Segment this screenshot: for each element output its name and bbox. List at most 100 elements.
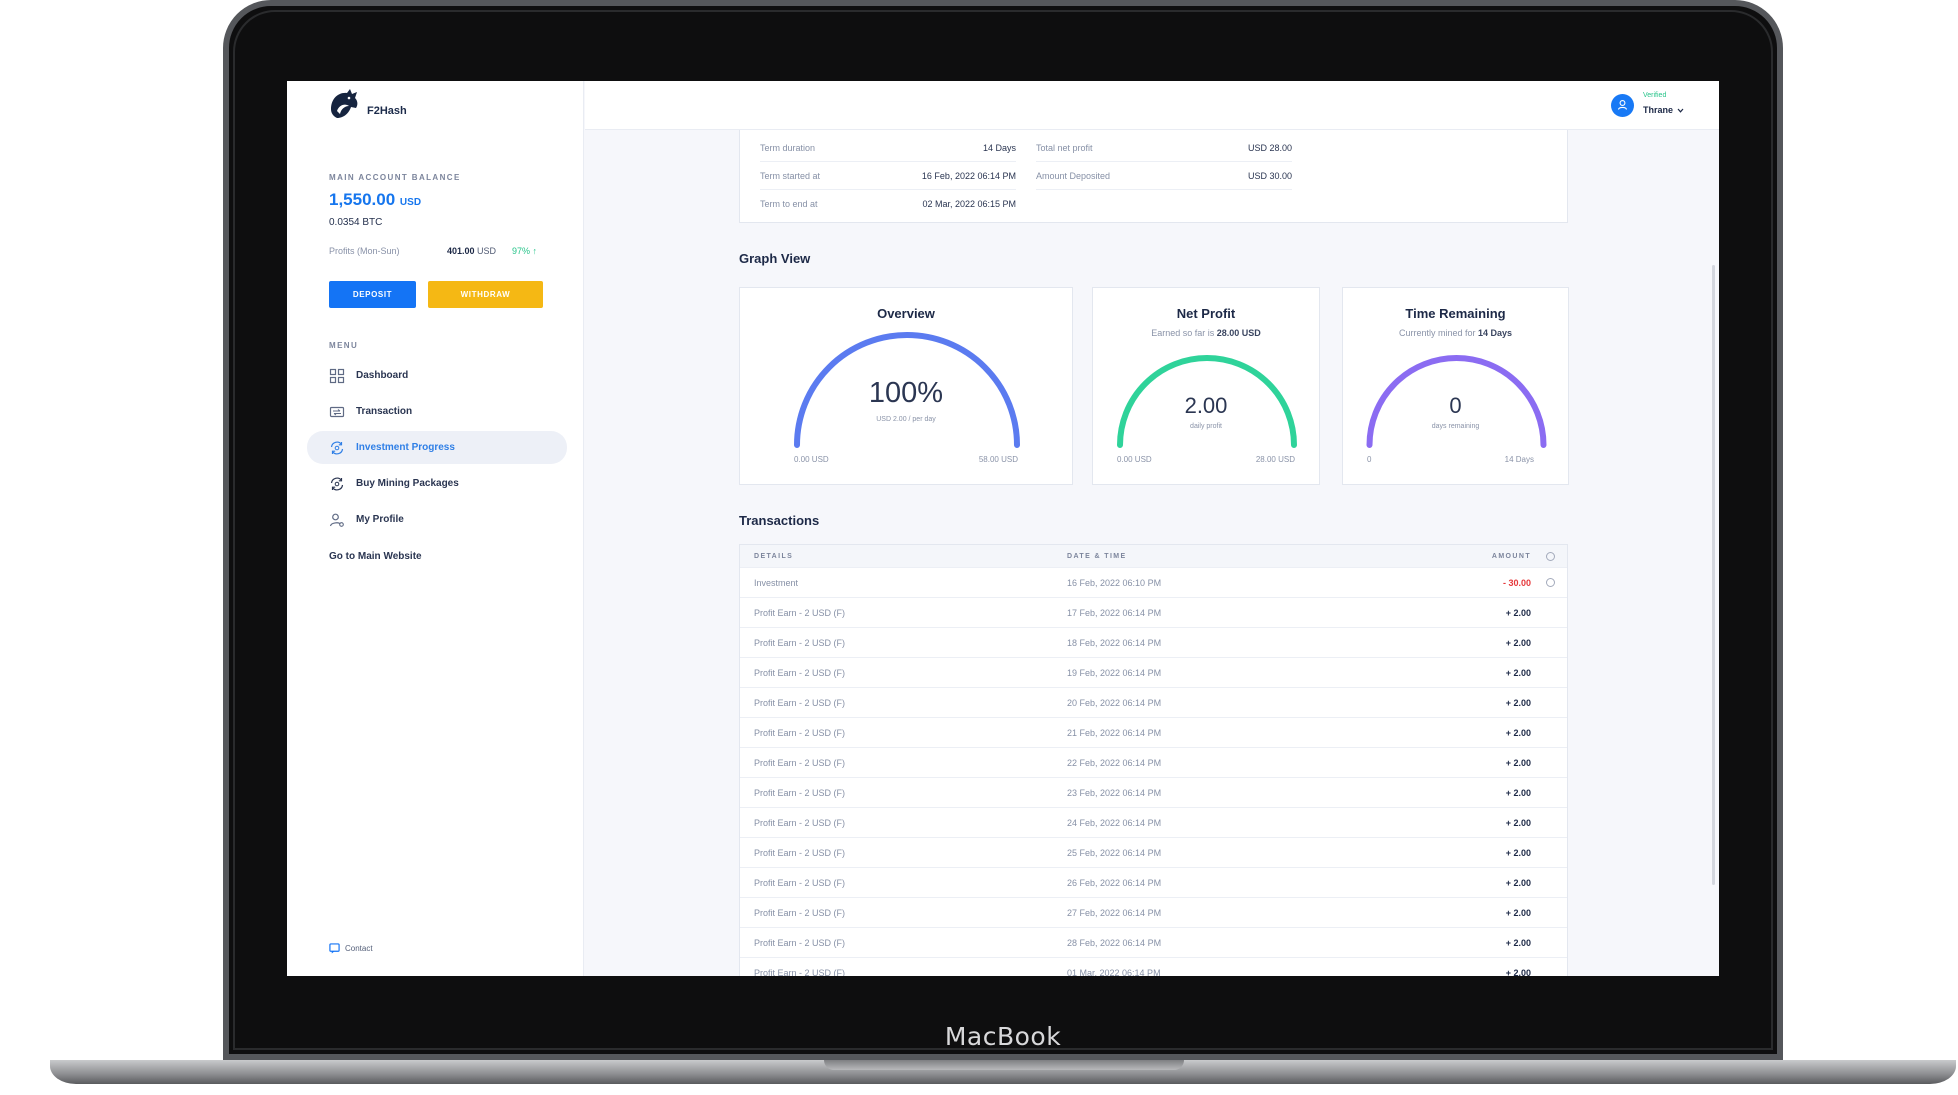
transaction-amount: + 2.00 [1505,607,1531,618]
overview-title: Overview [877,306,935,321]
amount-deposited-value: USD 30.00 [1247,170,1292,181]
graph-view-title: Graph View [739,251,811,266]
brand[interactable]: F2Hash [327,87,407,123]
profit-row: Profits (Mon-Sun) 401.00 USD 97% ↑ [329,246,541,256]
refresh-money-icon [330,441,344,454]
sidebar-item-investment-progress[interactable]: Investment Progress [307,431,567,464]
details-header: DETAILS [754,552,794,560]
sidebar-item-transaction[interactable]: Transaction [307,395,567,428]
amount-deposited-label: Amount Deposited [1036,170,1111,181]
laptop-notch [824,1060,1184,1070]
transaction-amount: + 2.00 [1505,907,1531,918]
wolf-logo-icon [331,89,358,118]
deposit-button[interactable]: DEPOSIT [329,281,416,308]
sidebar-item-label: Investment Progress [356,442,455,453]
term-end-row: Term to end at 02 Mar, 2022 06:15 PM [760,190,1016,218]
sidebar-item-label: Transaction [356,406,413,417]
transaction-amount: - 30.00 [1502,577,1531,588]
net-profit-subtitle: Earned so far is 28.00 USD [1093,328,1319,338]
term-duration-row: Term duration 14 Days [760,134,1016,162]
table-row[interactable]: Profit Earn - 2 USD (F) 23 Feb, 2022 06:1… [740,777,1567,807]
time-remaining-sub-prefix: Currently mined for [1398,328,1476,338]
transaction-amount: + 2.00 [1505,817,1531,828]
profit-label: Profits (Mon-Sun) [329,246,400,256]
time-remaining-title: Time Remaining [1405,306,1506,321]
refresh-money-icon [330,477,344,490]
term-duration-value: 14 Days [982,142,1016,153]
transaction-date: 19 Feb, 2022 06:14 PM [1067,667,1162,678]
net-profit-caption: daily profit [1190,423,1222,430]
scrollbar[interactable] [1712,265,1715,885]
table-row[interactable]: Profit Earn - 2 USD (F) 28 Feb, 2022 06:1… [740,927,1567,957]
balance-btc: 0.0354 BTC [329,217,383,228]
transaction-date: 25 Feb, 2022 06:14 PM [1067,847,1162,858]
transaction-date: 24 Feb, 2022 06:14 PM [1067,817,1162,828]
time-remaining-caption: days remaining [1431,423,1480,430]
time-remaining-value: 0 [1449,393,1462,418]
chat-icon [329,943,340,954]
avatar[interactable] [1611,94,1634,117]
contact-link[interactable]: Contact [329,943,373,954]
transaction-amount: + 2.00 [1505,967,1531,977]
verified-status: Verified [1643,92,1667,99]
balance-currency: USD [399,197,422,208]
balance-label: MAIN ACCOUNT BALANCE [329,173,461,182]
profit-value: 401.00 USD [447,246,496,256]
net-profit-sub-prefix: Earned so far is [1151,328,1215,338]
transaction-details: Profit Earn - 2 USD (F) [754,667,846,678]
table-row[interactable]: Profit Earn - 2 USD (F) 19 Feb, 2022 06:1… [740,657,1567,687]
info-icon[interactable] [1546,551,1555,561]
net-profit-min: 0.00 USD [1117,455,1152,464]
table-row[interactable]: Profit Earn - 2 USD (F) 17 Feb, 2022 06:1… [740,597,1567,627]
sidebar-item-buy-mining-packages[interactable]: Buy Mining Packages [307,467,567,500]
table-row[interactable]: Profit Earn - 2 USD (F) 24 Feb, 2022 06:1… [740,807,1567,837]
transaction-details: Profit Earn - 2 USD (F) [754,967,846,977]
transaction-details: Profit Earn - 2 USD (F) [754,757,846,768]
balance-amount: 1,550.00 USD [329,190,421,210]
transaction-date: 27 Feb, 2022 06:14 PM [1067,907,1162,918]
transaction-details: Profit Earn - 2 USD (F) [754,637,846,648]
transaction-details: Profit Earn - 2 USD (F) [754,817,846,828]
transaction-date: 18 Feb, 2022 06:14 PM [1067,637,1162,648]
contact-label: Contact [345,944,373,953]
table-row[interactable]: Profit Earn - 2 USD (F) 27 Feb, 2022 06:1… [740,897,1567,927]
transaction-details: Profit Earn - 2 USD (F) [754,937,846,948]
profit-currency: USD [477,246,497,256]
transaction-details: Profit Earn - 2 USD (F) [754,607,846,618]
table-row[interactable]: Profit Earn - 2 USD (F) 18 Feb, 2022 06:1… [740,627,1567,657]
transaction-details: Profit Earn - 2 USD (F) [754,907,846,918]
table-row[interactable]: Investment 16 Feb, 2022 06:10 PM - 30.00 [740,567,1567,597]
balance-value: 1,550.00 [329,190,396,209]
main-website-link[interactable]: Go to Main Website [329,551,422,562]
net-profit-value: 2.00 [1184,393,1228,418]
sidebar-item-dashboard[interactable]: Dashboard [307,359,567,392]
time-remaining-gauge [1366,355,1547,448]
sidebar-item-my-profile[interactable]: My Profile [307,503,567,536]
transaction-details: Profit Earn - 2 USD (F) [754,847,846,858]
transaction-date: 23 Feb, 2022 06:14 PM [1067,787,1162,798]
user-menu[interactable]: Thrane [1643,105,1684,115]
transaction-icon [329,406,345,417]
withdraw-button[interactable]: WITHDRAW [428,281,543,308]
transaction-details: Investment [754,577,799,588]
transaction-details: Profit Earn - 2 USD (F) [754,877,846,888]
table-row[interactable]: Profit Earn - 2 USD (F) 25 Feb, 2022 06:1… [740,837,1567,867]
laptop-brand-label: MacBook [944,1022,1062,1051]
table-header: DETAILS DATE & TIME AMOUNT [740,545,1567,567]
table-row[interactable]: Profit Earn - 2 USD (F) 26 Feb, 2022 06:1… [740,867,1567,897]
term-start-row: Term started at 16 Feb, 2022 06:14 PM [760,162,1016,190]
info-icon[interactable] [1546,578,1555,587]
transaction-date: 26 Feb, 2022 06:14 PM [1067,877,1162,888]
table-row[interactable]: Profit Earn - 2 USD (F) 22 Feb, 2022 06:1… [740,747,1567,777]
time-remaining-max: 14 Days [1504,455,1534,464]
transaction-amount: + 2.00 [1505,787,1531,798]
net-profit-gauge-arc [1117,355,1297,448]
table-row[interactable]: Profit Earn - 2 USD (F) 01 Mar, 2022 06:1… [740,957,1567,976]
transaction-date: 22 Feb, 2022 06:14 PM [1067,757,1162,768]
table-row[interactable]: Profit Earn - 2 USD (F) 21 Feb, 2022 06:1… [740,717,1567,747]
term-start-label: Term started at [760,170,821,181]
term-start-value: 16 Feb, 2022 06:14 PM [921,170,1016,181]
table-row[interactable]: Profit Earn - 2 USD (F) 20 Feb, 2022 06:1… [740,687,1567,717]
overview-value: 100% [868,377,944,409]
transaction-details: Profit Earn - 2 USD (F) [754,697,846,708]
